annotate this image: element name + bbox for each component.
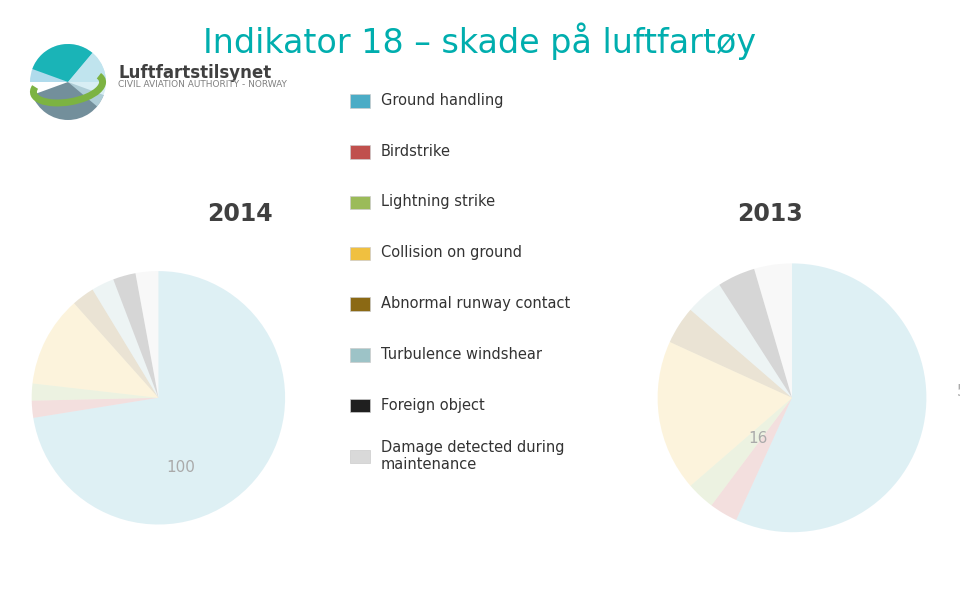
Text: Ground handling: Ground handling — [381, 93, 504, 108]
Wedge shape — [690, 285, 792, 398]
Wedge shape — [113, 273, 158, 398]
Text: Indikator 18 – skade på luftfartøy: Indikator 18 – skade på luftfartøy — [204, 22, 756, 59]
Text: Abnormal runway contact: Abnormal runway contact — [381, 296, 570, 311]
Wedge shape — [33, 303, 158, 398]
Wedge shape — [670, 310, 792, 398]
Wedge shape — [658, 342, 792, 486]
Text: Foreign object: Foreign object — [381, 398, 485, 412]
Wedge shape — [33, 44, 92, 82]
Wedge shape — [32, 398, 158, 418]
Text: Collision on ground: Collision on ground — [381, 245, 522, 260]
Wedge shape — [30, 44, 106, 82]
Text: 2013: 2013 — [737, 202, 803, 226]
Wedge shape — [755, 263, 792, 398]
Text: Luftfartstilsynet: Luftfartstilsynet — [118, 64, 272, 82]
Text: 50: 50 — [957, 384, 960, 398]
Text: Lightning strike: Lightning strike — [381, 195, 495, 209]
Wedge shape — [74, 289, 158, 398]
Wedge shape — [690, 398, 792, 506]
Wedge shape — [736, 263, 926, 532]
Text: 16: 16 — [749, 431, 768, 446]
Text: Turbulence windshear: Turbulence windshear — [381, 347, 542, 362]
Text: 100: 100 — [167, 460, 196, 475]
Wedge shape — [135, 271, 158, 398]
Text: CIVIL AVIATION AUTHORITY - NORWAY: CIVIL AVIATION AUTHORITY - NORWAY — [118, 80, 287, 89]
Wedge shape — [68, 53, 106, 106]
Wedge shape — [92, 280, 158, 398]
Text: Damage detected during
maintenance: Damage detected during maintenance — [381, 440, 564, 472]
Wedge shape — [719, 269, 792, 398]
Wedge shape — [34, 271, 285, 524]
Text: Birdstrike: Birdstrike — [381, 144, 451, 159]
Wedge shape — [711, 398, 792, 520]
Text: 2014: 2014 — [207, 202, 273, 226]
Wedge shape — [32, 383, 158, 401]
Wedge shape — [33, 82, 104, 120]
